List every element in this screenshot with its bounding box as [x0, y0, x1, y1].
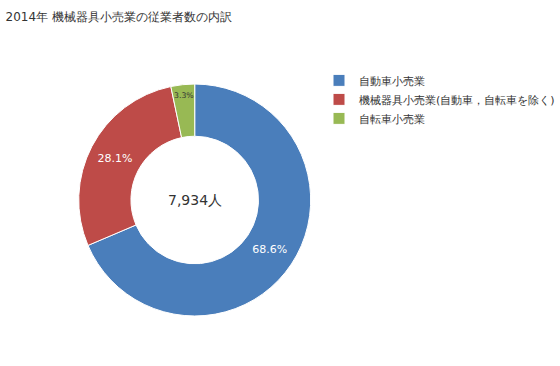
svg-text:28.1%: 28.1% [98, 152, 133, 165]
svg-text:自動車小売業: 自動車小売業 [359, 75, 425, 88]
svg-text:2014年 機械器具小売業の従業者数の内訳: 2014年 機械器具小売業の従業者数の内訳 [6, 10, 232, 24]
svg-text:自転車小売業: 自転車小売業 [359, 113, 425, 126]
svg-text:68.6%: 68.6% [252, 243, 287, 256]
svg-text:7,934人: 7,934人 [168, 192, 222, 208]
svg-text:機械器具小売業(自動車，自転車を除く): 機械器具小売業(自動車，自転車を除く) [359, 94, 555, 107]
svg-text:3.3%: 3.3% [174, 91, 194, 100]
